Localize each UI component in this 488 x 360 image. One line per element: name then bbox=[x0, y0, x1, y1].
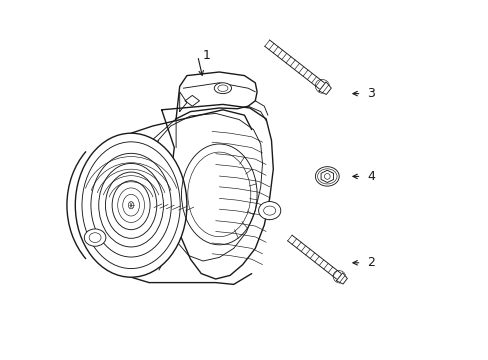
Ellipse shape bbox=[75, 133, 186, 277]
Ellipse shape bbox=[315, 167, 339, 186]
Circle shape bbox=[324, 174, 329, 179]
Ellipse shape bbox=[258, 202, 280, 220]
Polygon shape bbox=[336, 273, 346, 284]
Text: 4: 4 bbox=[366, 170, 374, 183]
Ellipse shape bbox=[214, 83, 231, 94]
Text: 3: 3 bbox=[366, 87, 374, 100]
Ellipse shape bbox=[84, 229, 106, 246]
Polygon shape bbox=[318, 82, 330, 94]
Text: 2: 2 bbox=[366, 256, 374, 269]
Polygon shape bbox=[321, 170, 333, 183]
Ellipse shape bbox=[128, 202, 134, 209]
Text: 1: 1 bbox=[203, 49, 210, 62]
